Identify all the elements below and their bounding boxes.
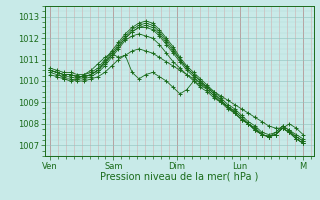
X-axis label: Pression niveau de la mer( hPa ): Pression niveau de la mer( hPa ) [100, 172, 258, 182]
